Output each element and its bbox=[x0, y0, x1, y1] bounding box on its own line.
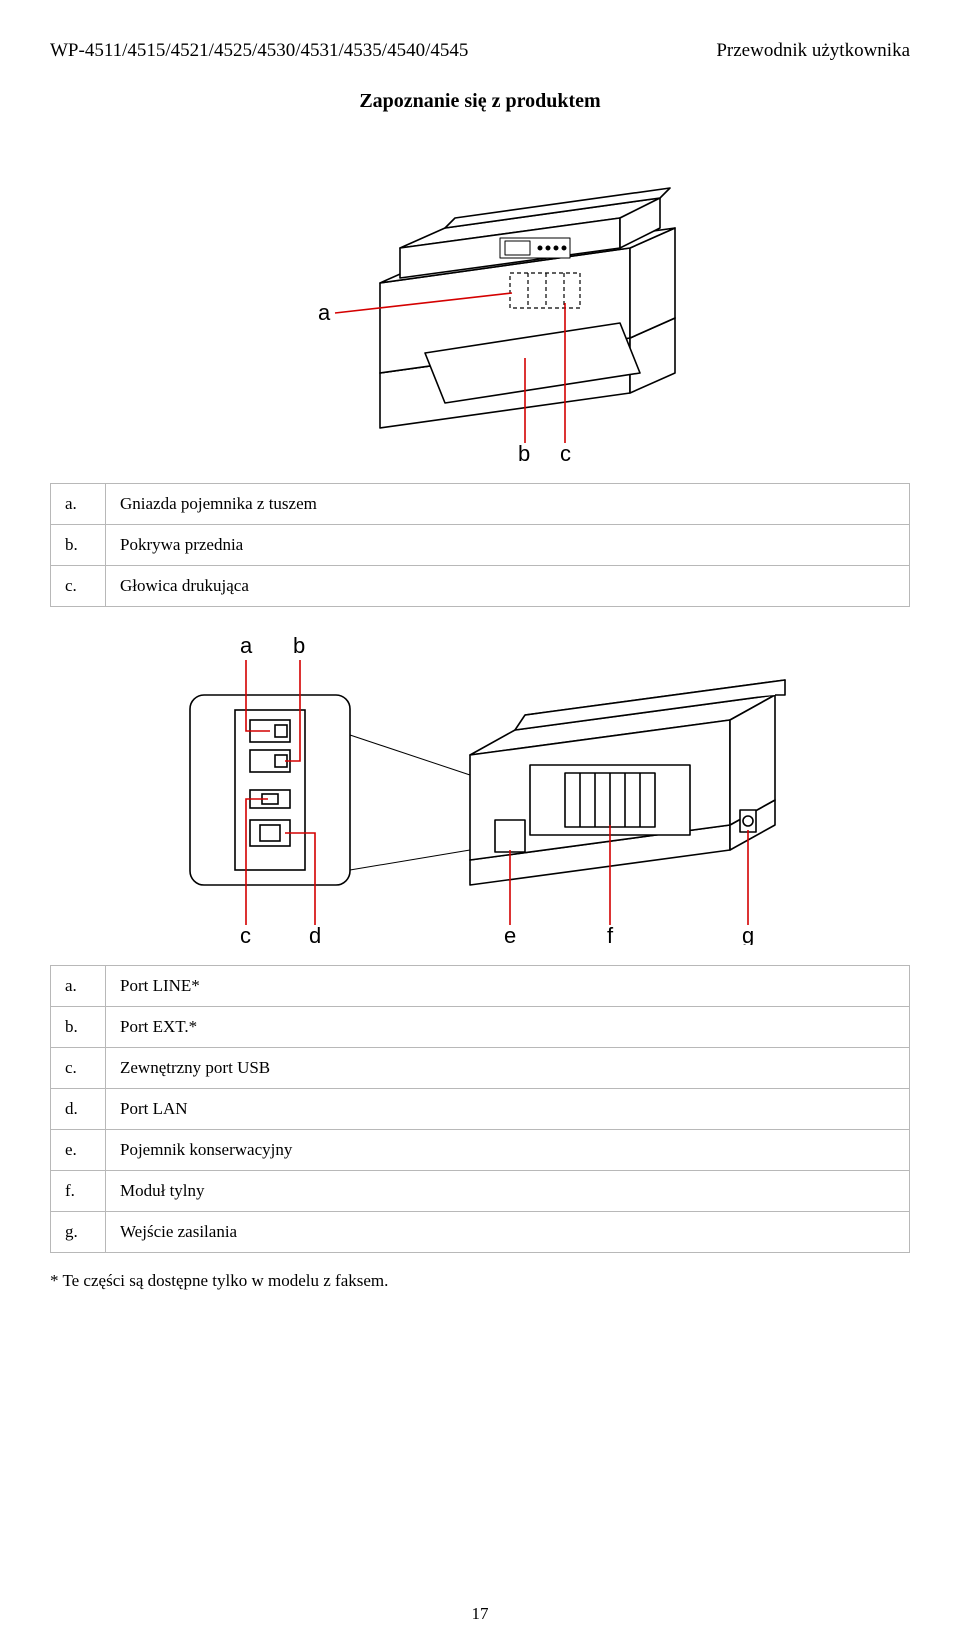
footnote: * Te części są dostępne tylko w modelu z… bbox=[50, 1271, 910, 1291]
table-row: e. Pojemnik konserwacyjny bbox=[51, 1130, 910, 1171]
table-row: f. Moduł tylny bbox=[51, 1171, 910, 1212]
table-row: c. Zewnętrzny port USB bbox=[51, 1048, 910, 1089]
table-cell-letter: b. bbox=[51, 525, 106, 566]
diagram-2: a b c d e f g bbox=[50, 625, 910, 945]
table-cell-letter: d. bbox=[51, 1089, 106, 1130]
parts-table-2: a. Port LINE* b. Port EXT.* c. Zewnętrzn… bbox=[50, 965, 910, 1253]
table-cell-desc: Głowica drukująca bbox=[106, 566, 910, 607]
diagram2-label-d: d bbox=[309, 923, 321, 945]
table-cell-letter: c. bbox=[51, 566, 106, 607]
table-cell-desc: Port LAN bbox=[106, 1089, 910, 1130]
table-cell-letter: c. bbox=[51, 1048, 106, 1089]
table-cell-desc: Pojemnik konserwacyjny bbox=[106, 1130, 910, 1171]
diagram2-label-c: c bbox=[240, 923, 251, 945]
header-model: WP-4511/4515/4521/4525/4530/4531/4535/45… bbox=[50, 40, 468, 62]
table-cell-letter: a. bbox=[51, 484, 106, 525]
diagram1-label-c: c bbox=[560, 441, 571, 463]
section-title: Zapoznanie się z produktem bbox=[50, 90, 910, 113]
table-cell-letter: a. bbox=[51, 966, 106, 1007]
table-cell-desc: Moduł tylny bbox=[106, 1171, 910, 1212]
table-cell-letter: e. bbox=[51, 1130, 106, 1171]
diagram2-label-f: f bbox=[607, 923, 614, 945]
table-cell-desc: Gniazda pojemnika z tuszem bbox=[106, 484, 910, 525]
table-row: b. Port EXT.* bbox=[51, 1007, 910, 1048]
table-row: c. Głowica drukująca bbox=[51, 566, 910, 607]
diagram2-label-e: e bbox=[504, 923, 516, 945]
table-cell-letter: f. bbox=[51, 1171, 106, 1212]
diagram1-label-a: a bbox=[318, 300, 331, 325]
page-header: WP-4511/4515/4521/4525/4530/4531/4535/45… bbox=[50, 40, 910, 62]
table-cell-letter: b. bbox=[51, 1007, 106, 1048]
diagram1-label-b: b bbox=[518, 441, 530, 463]
diagram2-label-g: g bbox=[742, 923, 754, 945]
page-number: 17 bbox=[0, 1604, 960, 1624]
header-doc-title: Przewodnik użytkownika bbox=[716, 40, 910, 62]
table-row: g. Wejście zasilania bbox=[51, 1212, 910, 1253]
table-row: d. Port LAN bbox=[51, 1089, 910, 1130]
diagram2-label-a: a bbox=[240, 633, 253, 658]
table-cell-desc: Pokrywa przednia bbox=[106, 525, 910, 566]
diagram-1: a b c bbox=[50, 143, 910, 463]
table-cell-desc: Port LINE* bbox=[106, 966, 910, 1007]
table-row: b. Pokrywa przednia bbox=[51, 525, 910, 566]
table-cell-desc: Wejście zasilania bbox=[106, 1212, 910, 1253]
table-cell-letter: g. bbox=[51, 1212, 106, 1253]
table-row: a. Gniazda pojemnika z tuszem bbox=[51, 484, 910, 525]
parts-table-1: a. Gniazda pojemnika z tuszem b. Pokrywa… bbox=[50, 483, 910, 607]
diagram2-label-b: b bbox=[293, 633, 305, 658]
table-row: a. Port LINE* bbox=[51, 966, 910, 1007]
table-cell-desc: Port EXT.* bbox=[106, 1007, 910, 1048]
table-cell-desc: Zewnętrzny port USB bbox=[106, 1048, 910, 1089]
